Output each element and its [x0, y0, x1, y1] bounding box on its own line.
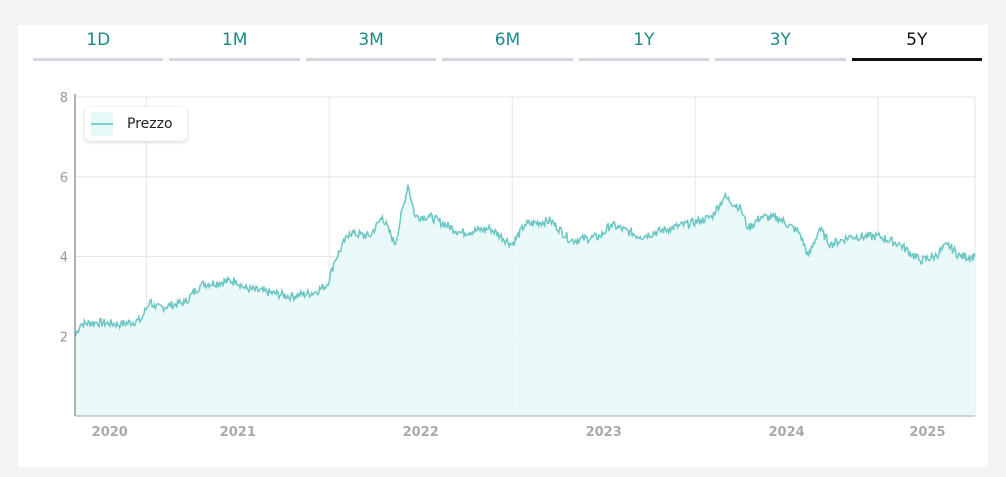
tab-5y[interactable]: 5Y [851, 30, 982, 61]
tab-3y[interactable]: 3Y [715, 30, 846, 61]
series-area-prezzo [75, 184, 975, 416]
series-line-prezzo [74, 184, 976, 337]
x-tick-label: 2021 [220, 425, 256, 440]
tab-6m[interactable]: 6M [442, 30, 573, 61]
legend-swatch-icon [91, 112, 113, 136]
tab-1d[interactable]: 1D [33, 30, 164, 61]
y-tick-label: 4 [60, 251, 68, 266]
x-tick-label: 2024 [768, 425, 804, 440]
x-tick-label: 2025 [909, 425, 945, 440]
y-tick-label: 8 [60, 91, 68, 106]
legend-label: Prezzo [127, 116, 173, 132]
period-tabs: 1D 1M 3M 6M 1Y 3Y 5Y [33, 30, 982, 61]
y-tick-label: 2 [60, 330, 68, 345]
x-tick-label: 2022 [403, 425, 439, 440]
y-tick-label: 6 [60, 171, 68, 186]
tab-1m[interactable]: 1M [169, 30, 300, 61]
tab-3m[interactable]: 3M [305, 30, 437, 61]
x-tick-label: 2023 [586, 425, 622, 440]
tab-1y[interactable]: 1Y [578, 30, 710, 61]
x-tick-label: 2020 [92, 425, 128, 440]
chart-legend[interactable]: Prezzo [85, 107, 187, 141]
